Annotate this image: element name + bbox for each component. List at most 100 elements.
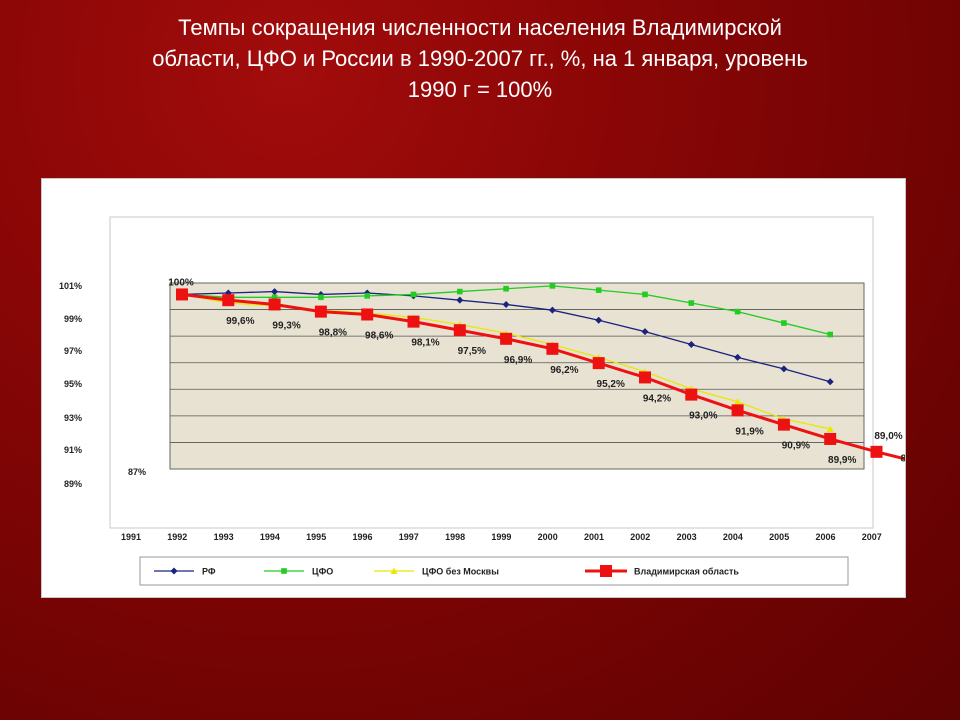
x-tick-label: 1999 xyxy=(491,532,511,542)
y-tick-label: 93% xyxy=(64,413,82,423)
title-line-2: области, ЦФО и России в 1990-2007 гг., %… xyxy=(152,46,808,71)
chart-panel: 101% 99% 97% 95% 93% 91% 89% 87% 1991 1992 1993 19… xyxy=(41,178,906,598)
data-point xyxy=(870,445,883,458)
x-tick-label: 1997 xyxy=(399,532,419,542)
data-point xyxy=(390,567,398,574)
data-label: 96,2% xyxy=(550,365,578,376)
data-point xyxy=(548,306,556,314)
data-point xyxy=(268,298,281,311)
legend-box xyxy=(139,556,849,586)
data-point xyxy=(642,291,648,298)
x-tick-label: 1993 xyxy=(214,532,234,542)
data-point xyxy=(639,371,651,384)
y-tick-label: 101% xyxy=(59,281,82,291)
x-tick-label: 1994 xyxy=(260,532,280,542)
legend-label: ЦФО xyxy=(312,567,333,577)
data-point xyxy=(734,308,741,315)
data-label: 88,2% xyxy=(901,453,905,464)
x-tick-label: 2003 xyxy=(677,532,697,542)
data-point xyxy=(595,287,602,293)
x-tick-label: 2001 xyxy=(584,532,604,542)
data-point xyxy=(824,432,837,445)
x-tick-label: 2006 xyxy=(815,532,835,542)
legend-item-1: РФ xyxy=(154,567,216,577)
data-point xyxy=(271,294,278,301)
data-label: 99,3% xyxy=(272,320,300,331)
data-point xyxy=(595,316,603,324)
x-tick-label: 2002 xyxy=(630,532,650,542)
legend-item-4: Владимирская область xyxy=(585,565,739,577)
x-tick-label: 1998 xyxy=(445,532,465,542)
data-point xyxy=(500,332,513,345)
data-point xyxy=(176,288,188,301)
y-tick-label: 91% xyxy=(64,445,82,455)
x-tick-label: 2004 xyxy=(723,532,743,542)
title-line-1: Темпы сокращения численности населения В… xyxy=(178,15,782,40)
legend-label: ЦФО без Москвы xyxy=(422,567,499,577)
data-label: 90,9% xyxy=(782,441,810,452)
data-point xyxy=(549,283,556,289)
x-tick-label: 1991 xyxy=(121,532,141,542)
data-point xyxy=(827,331,833,338)
y-tick-label: 87% xyxy=(128,467,146,477)
data-point xyxy=(826,378,834,386)
data-label: 99,6% xyxy=(226,316,254,327)
y-tick-label: 97% xyxy=(64,346,82,356)
legend-label: Владимирская область xyxy=(634,567,739,577)
data-point xyxy=(502,300,510,308)
data-point xyxy=(688,300,695,306)
x-tick-label: 1996 xyxy=(352,532,372,542)
y-tick-label: 99% xyxy=(64,314,82,324)
data-point xyxy=(410,291,417,298)
data-point xyxy=(281,568,287,574)
data-label: 93,0% xyxy=(689,411,717,422)
data-label: 98,6% xyxy=(365,330,393,341)
data-point xyxy=(734,398,742,405)
data-point xyxy=(271,288,279,296)
data-point xyxy=(731,404,744,417)
data-point xyxy=(777,418,790,431)
data-label: 94,2% xyxy=(643,393,671,404)
x-tick-label: 1995 xyxy=(306,532,326,542)
data-label: 91,9% xyxy=(735,426,763,437)
data-label: 89,0% xyxy=(874,431,902,442)
data-label: 100% xyxy=(168,277,194,288)
data-point xyxy=(546,342,559,355)
y-tick-label: 89% xyxy=(64,479,82,489)
legend-item-3: ЦФО без Москвы xyxy=(374,567,499,577)
x-tick-label: 2005 xyxy=(769,532,789,542)
x-tick-label: 2007 xyxy=(862,532,882,542)
legend-label: РФ xyxy=(202,567,216,577)
data-point xyxy=(170,567,178,575)
data-label: 97,5% xyxy=(458,346,486,357)
data-point xyxy=(641,328,649,336)
data-point xyxy=(318,294,324,301)
y-tick-label: 95% xyxy=(64,379,82,389)
data-point xyxy=(734,353,742,361)
data-point xyxy=(364,293,370,299)
data-label: 98,8% xyxy=(319,328,347,339)
data-label: 96,9% xyxy=(504,355,532,366)
series-4 xyxy=(176,288,905,461)
data-label: 98,1% xyxy=(411,338,439,349)
data-point xyxy=(407,315,420,328)
data-point xyxy=(456,296,464,304)
legend-item-2: ЦФО xyxy=(264,567,333,577)
data-point xyxy=(592,357,605,370)
slide-title: Темпы сокращения численности населения В… xyxy=(40,12,920,105)
line-chart: 101% 99% 97% 95% 93% 91% 89% 87% 1991 1992 1993 19… xyxy=(59,216,905,586)
data-point xyxy=(685,388,698,401)
plot-area xyxy=(169,282,865,470)
data-point xyxy=(600,565,612,577)
data-point xyxy=(222,294,235,307)
data-point xyxy=(314,305,327,318)
data-point xyxy=(781,320,787,326)
data-point xyxy=(503,285,509,292)
data-point xyxy=(457,288,463,295)
data-point xyxy=(317,290,325,298)
x-tick-label: 1992 xyxy=(167,532,187,542)
x-tick-label: 2000 xyxy=(538,532,558,542)
data-point xyxy=(361,308,374,321)
data-point xyxy=(780,365,788,373)
data-label: 95,2% xyxy=(597,379,625,390)
